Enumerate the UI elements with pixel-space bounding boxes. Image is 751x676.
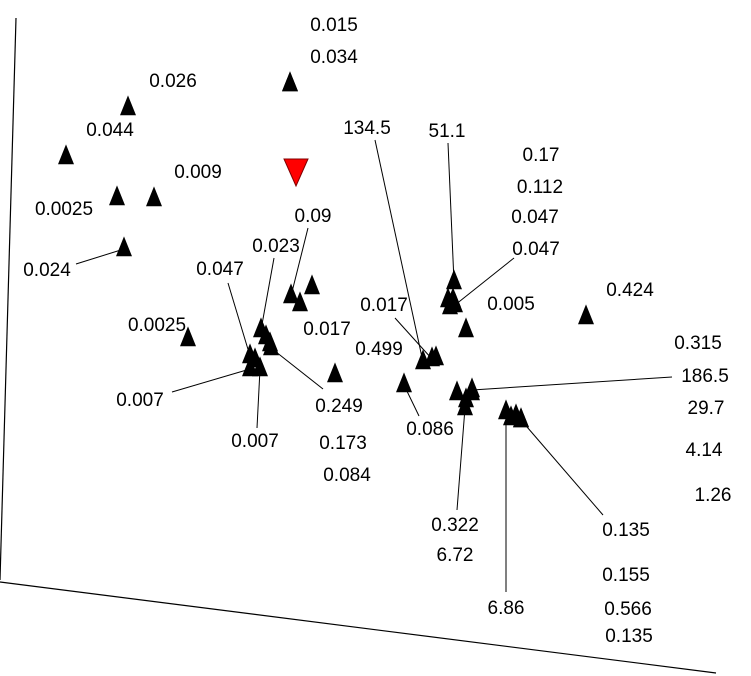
plot-frame bbox=[0, 17, 717, 674]
point-label: 0.173 bbox=[319, 433, 367, 454]
sample-point-marker bbox=[428, 345, 444, 366]
point-label: 0.005 bbox=[487, 294, 535, 315]
point-label: 0.499 bbox=[355, 339, 403, 360]
leader-line bbox=[471, 376, 673, 391]
point-label: 0.322 bbox=[431, 515, 479, 536]
leader-line bbox=[456, 407, 466, 511]
sample-point-marker bbox=[304, 274, 320, 295]
sample-point-marker bbox=[327, 362, 343, 383]
point-label: 29.7 bbox=[688, 398, 725, 419]
leader-line bbox=[75, 248, 125, 265]
point-label: 0.023 bbox=[252, 236, 300, 257]
point-label: 0.17 bbox=[523, 145, 560, 166]
point-label: 0.047 bbox=[196, 259, 244, 280]
point-label: 4.14 bbox=[686, 440, 723, 461]
leader-line bbox=[447, 142, 455, 283]
point-label: 1.26 bbox=[695, 485, 732, 506]
sample-point-marker bbox=[283, 283, 299, 304]
point-label: 0.09 bbox=[295, 206, 332, 227]
sample-point-marker bbox=[503, 405, 519, 426]
point-label: 0.047 bbox=[511, 207, 559, 228]
sample-point-marker bbox=[578, 304, 594, 325]
point-label: 0.566 bbox=[604, 599, 652, 620]
sample-point-marker bbox=[120, 95, 136, 116]
point-label: 6.72 bbox=[437, 545, 474, 566]
sample-point-marker bbox=[292, 291, 308, 312]
point-label: 0.017 bbox=[360, 295, 408, 316]
sample-point-marker bbox=[247, 347, 263, 368]
point-label: 6.86 bbox=[488, 598, 525, 619]
reference-point-marker bbox=[283, 158, 309, 188]
point-label: 0.135 bbox=[602, 520, 650, 541]
point-label: 0.249 bbox=[315, 396, 363, 417]
point-label: 0.047 bbox=[512, 239, 560, 260]
point-label: 134.5 bbox=[343, 118, 391, 139]
leader-line bbox=[290, 227, 309, 297]
data-points bbox=[58, 71, 594, 428]
sample-point-marker bbox=[180, 326, 196, 347]
point-label: 0.009 bbox=[174, 162, 222, 183]
sample-point-marker bbox=[109, 185, 125, 206]
point-label: 0.024 bbox=[23, 260, 71, 281]
frame-left-edge bbox=[0, 17, 17, 581]
point-label: 0.112 bbox=[517, 177, 563, 198]
leader-line bbox=[227, 282, 251, 357]
sample-point-marker bbox=[146, 186, 162, 207]
point-label: 0.007 bbox=[231, 431, 279, 452]
leader-line bbox=[171, 368, 251, 393]
leader-line bbox=[394, 317, 433, 360]
point-label: 0.044 bbox=[86, 120, 134, 141]
leader-line bbox=[256, 368, 261, 429]
point-label: 186.5 bbox=[681, 366, 729, 387]
leader-line bbox=[374, 139, 424, 363]
sample-point-marker bbox=[449, 380, 465, 401]
point-label: 0.0025 bbox=[35, 199, 93, 220]
leader-line bbox=[270, 347, 324, 390]
point-label: 0.026 bbox=[149, 71, 197, 92]
leader-line bbox=[454, 257, 515, 306]
sample-point-marker bbox=[262, 331, 278, 352]
leader-line bbox=[260, 257, 275, 331]
sample-point-marker bbox=[116, 236, 132, 257]
point-label: 0.0025 bbox=[128, 315, 186, 336]
point-label: 0.015 bbox=[310, 15, 358, 36]
point-label: 51.1 bbox=[429, 121, 466, 142]
sample-point-marker bbox=[464, 380, 480, 401]
leader-line bbox=[520, 419, 604, 516]
point-label: 0.007 bbox=[116, 390, 164, 411]
frame-bottom-edge bbox=[0, 581, 717, 674]
leader-lines bbox=[75, 139, 673, 592]
point-label: 0.034 bbox=[310, 47, 358, 68]
sample-point-marker bbox=[282, 71, 298, 92]
point-label: 0.315 bbox=[674, 333, 722, 354]
sample-point-marker bbox=[442, 294, 458, 315]
point-label: 0.155 bbox=[602, 565, 650, 586]
sample-point-marker bbox=[58, 144, 74, 165]
point-label: 0.086 bbox=[406, 419, 454, 440]
point-label: 0.135 bbox=[605, 626, 653, 647]
point-label: 0.424 bbox=[606, 280, 654, 301]
point-labels: 0.015 0.034 0.026 0.044 0.009 0.0025 0.024 0.09… bbox=[23, 15, 731, 647]
sample-point-marker bbox=[458, 317, 474, 338]
sample-point-marker bbox=[446, 269, 462, 290]
point-label: 0.017 bbox=[303, 319, 351, 340]
sample-point-marker bbox=[396, 372, 412, 393]
point-label: 0.084 bbox=[323, 465, 371, 486]
